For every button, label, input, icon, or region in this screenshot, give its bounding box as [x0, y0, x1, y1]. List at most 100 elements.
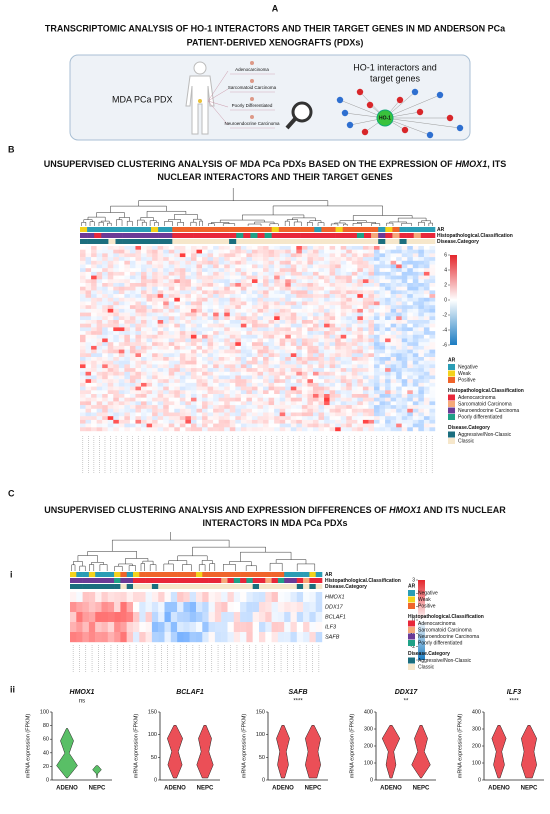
heatmap-cell: [291, 357, 297, 361]
heatmap-cell: [180, 413, 186, 417]
heatmap-cell: [413, 279, 419, 283]
heatmap-cell: [319, 276, 325, 280]
heatmap-cell: [135, 413, 141, 417]
heatmap-cell: [158, 387, 164, 391]
heatmap-cell: [80, 387, 86, 391]
heatmap-cell: [385, 294, 391, 298]
heatmap-cell: [291, 401, 297, 405]
heatmap-cell: [180, 316, 186, 320]
heatmap-cell: [396, 283, 402, 287]
heatmap-cell: [80, 383, 86, 387]
heatmap-cell: [352, 294, 358, 298]
heatmap-cell: [396, 331, 402, 335]
heatmap-cell: [424, 398, 430, 402]
heatmap-cell: [158, 424, 164, 428]
heatmap-cell: [363, 342, 369, 346]
heatmap-cell: [341, 376, 347, 380]
heatmap-cell: [330, 405, 336, 409]
heatmap-cell: [180, 398, 186, 402]
heatmap-cell: [196, 383, 202, 387]
heatmap-cell: [108, 612, 115, 622]
heatmap-cell: [296, 305, 302, 309]
heatmap-cell: [108, 398, 114, 402]
heatmap-cell: [191, 276, 197, 280]
heatmap-cell: [113, 376, 119, 380]
heatmap-cell: [374, 390, 380, 394]
heatmap-cell: [380, 268, 386, 272]
heatmap-cell: [246, 416, 252, 420]
heatmap-cell: [407, 420, 413, 424]
heatmap-cell: [208, 261, 214, 265]
heatmap-cell: [269, 335, 275, 339]
heatmap-cell: [152, 364, 158, 368]
heatmap-cell: [235, 387, 241, 391]
heatmap-cell: [147, 383, 153, 387]
annotation-cell: [127, 584, 134, 589]
heatmap-cell: [230, 298, 236, 302]
heatmap-cell: [108, 272, 114, 276]
heatmap-cell: [324, 279, 330, 283]
heatmap-cell: [230, 276, 236, 280]
heatmap-cell: [230, 327, 236, 331]
heatmap-cell: [86, 320, 92, 324]
heatmap-cell: [396, 302, 402, 306]
heatmap-cell: [152, 420, 158, 424]
heatmap-cell: [213, 320, 219, 324]
legend-label: Poorly differentiated: [418, 640, 463, 646]
heatmap-cell: [413, 324, 419, 328]
heatmap-cell: [169, 313, 175, 317]
heatmap-cell: [352, 335, 358, 339]
heatmap-cell: [158, 602, 165, 612]
heatmap-cell: [202, 398, 208, 402]
heatmap-cell: [429, 290, 435, 294]
heatmap-cell: [413, 394, 419, 398]
annotation-cell: [70, 584, 77, 589]
heatmap-cell: [258, 253, 264, 257]
heatmap-cell: [413, 250, 419, 254]
heatmap-cell: [274, 364, 280, 368]
heatmap-cell: [235, 368, 241, 372]
heatmap-cell: [86, 257, 92, 261]
annotation-cell: [130, 239, 137, 244]
heatmap-cell: [368, 279, 374, 283]
annotation-cell: [120, 572, 127, 577]
heatmap-cell: [158, 413, 164, 417]
heatmap-cell: [202, 324, 208, 328]
heatmap-cell: [285, 324, 291, 328]
heatmap-cell: [346, 327, 352, 331]
heatmap-cell: [119, 357, 125, 361]
heatmap-cell: [185, 339, 191, 343]
heatmap-cell: [263, 261, 269, 265]
heatmap-cell: [80, 416, 86, 420]
annotation-cell: [133, 584, 140, 589]
heatmap-cell: [208, 379, 214, 383]
heatmap-cell: [313, 298, 319, 302]
heatmap-cell: [274, 302, 280, 306]
heatmap-cell: [319, 335, 325, 339]
heatmap-cell: [91, 424, 97, 428]
annotation-cell: [151, 233, 158, 238]
heatmap-cell: [252, 283, 258, 287]
heatmap-cell: [224, 290, 230, 294]
heatmap-cell: [324, 283, 330, 287]
heatmap-cell: [171, 592, 178, 602]
annotation-cell: [158, 227, 165, 232]
annotation-cell: [240, 572, 247, 577]
heatmap-cell: [196, 294, 202, 298]
heatmap-cell: [97, 401, 103, 405]
heatmap-cell: [133, 632, 140, 642]
heatmap-cell: [246, 420, 252, 424]
panel-title: PATIENT-DERIVED XENOGRAFTS (PDXs): [187, 37, 364, 47]
heatmap-cell: [391, 379, 397, 383]
heatmap-cell: [319, 327, 325, 331]
heatmap-cell: [152, 350, 158, 354]
heatmap-cell: [165, 592, 172, 602]
heatmap-cell: [180, 250, 186, 254]
heatmap-cell: [374, 268, 380, 272]
heatmap-cell: [396, 265, 402, 269]
annotation-cell: [123, 227, 130, 232]
heatmap-cell: [263, 413, 269, 417]
heatmap-cell: [313, 313, 319, 317]
heatmap-cell: [147, 416, 153, 420]
heatmap-cell: [313, 405, 319, 409]
